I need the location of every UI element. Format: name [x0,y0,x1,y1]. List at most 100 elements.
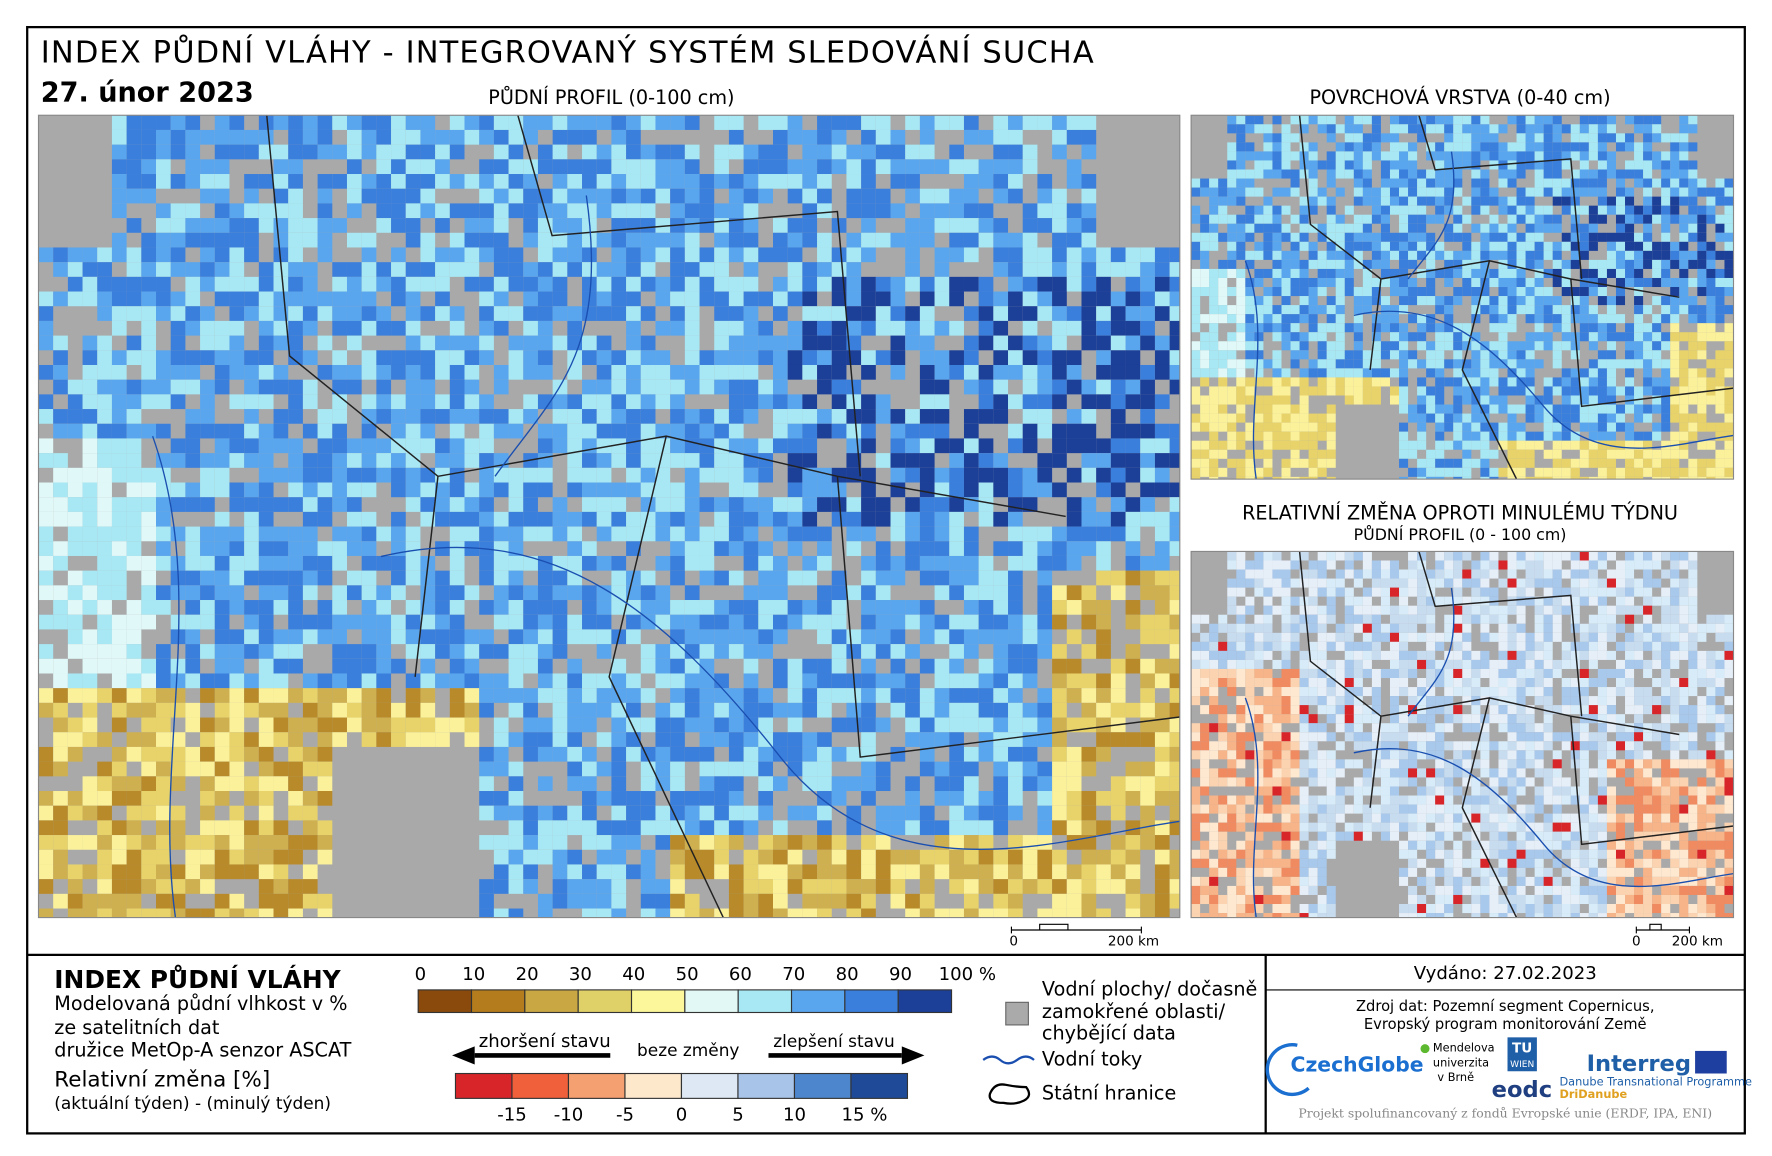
map-cell [1480,422,1490,432]
map-cell [1209,178,1219,188]
map-cell [493,423,509,439]
map-cell [817,129,832,145]
map-cell [1561,124,1571,134]
map-cell [67,526,83,542]
map-cell [1399,205,1409,215]
map-cell [1326,250,1336,260]
map-cell [640,467,656,483]
map-cell [214,129,230,145]
map-cell [1453,124,1463,134]
map-cell [1480,169,1490,179]
map-cell [1697,305,1707,315]
map-cell [875,511,891,527]
map-cell [1399,169,1409,179]
map-cell [479,555,494,571]
map-cell [758,614,773,630]
map-cell [787,526,803,542]
map-cell [1037,688,1053,703]
map-cell [53,453,68,468]
map-cell [361,364,377,380]
map-cell [1408,142,1418,152]
map-cell [1543,413,1553,423]
map-cell [1525,287,1535,297]
map-cell [582,673,597,689]
map-cell [1154,350,1170,365]
map-cell [493,262,509,277]
map-cell [420,335,436,351]
map-cell [949,629,964,645]
map-cell [493,188,509,204]
map-cell [97,570,112,586]
map-cell [1552,115,1562,125]
map-cell [1022,115,1038,130]
map-cell [655,511,671,527]
map-cell [405,438,421,454]
map-cell [1254,250,1264,260]
map-cell [493,511,509,527]
map-cell [1037,188,1053,204]
map-cell [391,409,406,424]
map-cell [82,570,98,586]
map-cell [449,423,465,439]
map-cell [1008,511,1023,527]
map-cell [831,320,847,336]
map-cell [1480,259,1490,269]
map-cell [831,673,847,689]
map-cell [1037,409,1053,424]
map-cell [244,673,259,689]
map-cell [1308,178,1318,188]
map-cell [229,526,245,542]
map-cell [126,306,142,321]
map-cell [1471,395,1481,405]
map-cell [1081,379,1097,395]
map-cell [1037,291,1053,307]
map-cell [1417,404,1427,414]
map-cell [214,673,230,689]
map-cell [567,585,583,601]
map-cell [1570,350,1580,360]
map-cell [185,276,201,292]
map-cell [567,820,583,836]
map-cell [1154,614,1170,630]
map-cell [684,893,700,909]
map-cell [802,320,818,336]
map-cell [97,364,112,380]
map-cell [670,438,685,454]
map-cell [229,262,245,277]
map-cell [655,438,671,454]
map-cell [1606,413,1616,423]
map-cell [405,423,421,439]
map-cell [111,203,127,219]
map-cell [1706,377,1716,387]
map-cell [479,673,494,689]
map-cell [552,526,568,542]
map-cell [1435,368,1445,378]
map-cell [861,482,876,498]
map-cell [185,570,201,586]
map-cell [552,600,568,615]
map-cell [1516,259,1526,269]
map-cell [1380,196,1390,206]
map-cell [376,614,392,630]
map-cell [1308,259,1318,269]
map-cell [919,409,935,424]
map-cell [582,467,597,483]
map-cell [1453,323,1463,333]
map-cell [1110,511,1126,527]
map-cell [1435,124,1445,134]
map-cell [875,188,891,204]
map-cell [1471,314,1481,324]
map-cell [582,379,597,395]
map-cell [391,585,406,601]
map-cell [38,864,54,880]
map-cell [905,409,920,424]
map-cell [817,791,832,806]
map-cell [1254,124,1264,134]
map-cell [802,218,818,233]
map-cell [1008,350,1023,365]
map-cell [1317,305,1327,315]
map-cell [1154,864,1170,880]
map-cell [317,849,333,865]
map-cell [1326,115,1336,125]
map-cell [831,585,847,601]
